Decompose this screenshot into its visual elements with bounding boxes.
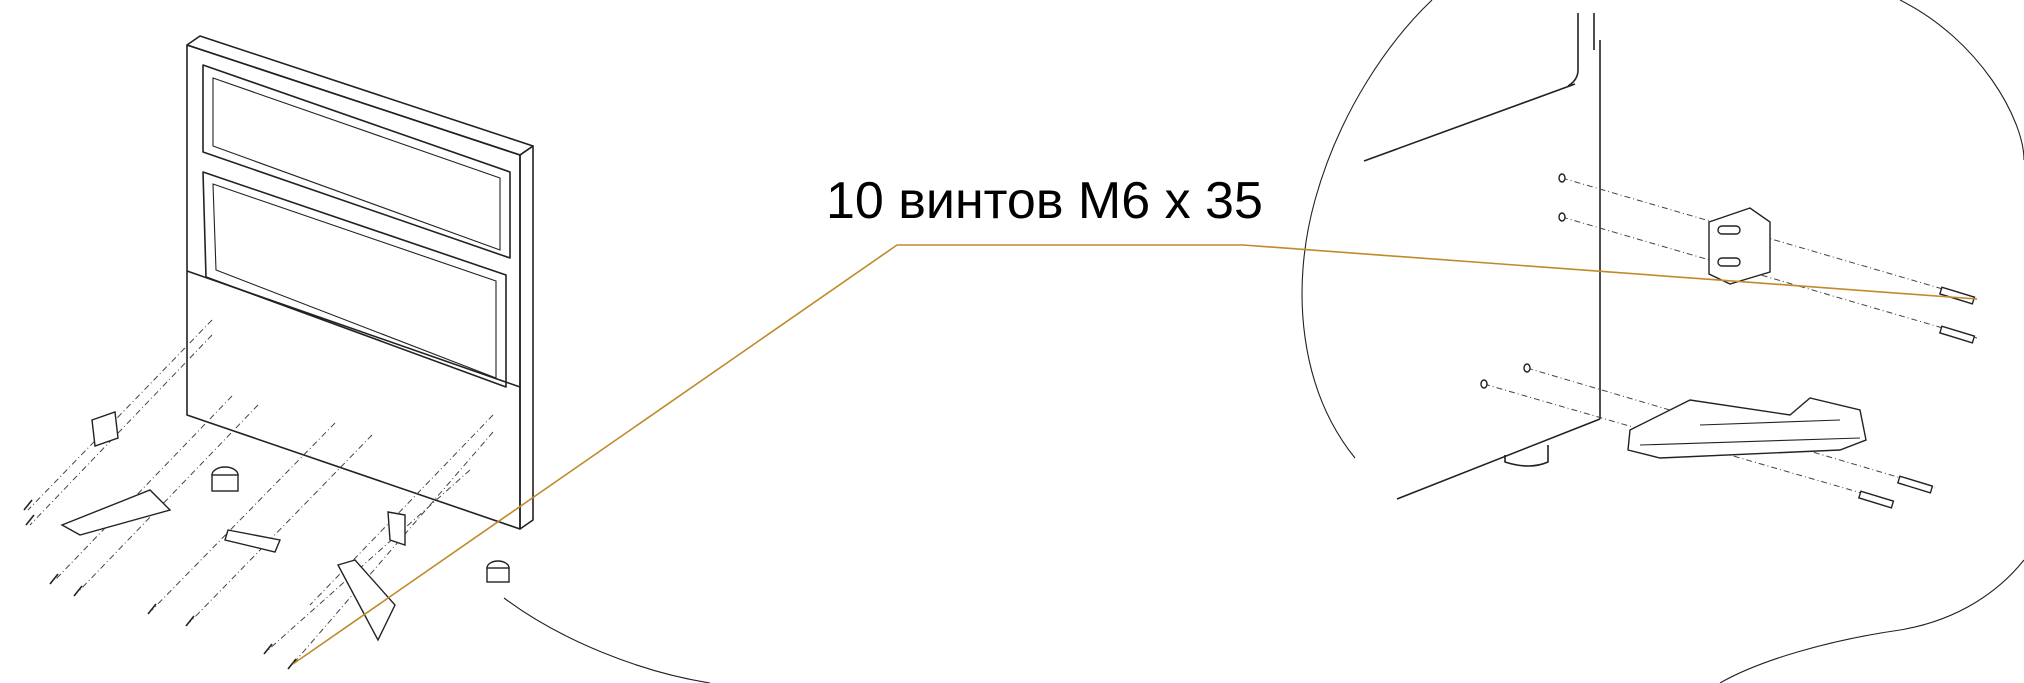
- headboard: [186, 35, 534, 530]
- callout-line: [292, 244, 1978, 665]
- hardware-left: [23, 319, 510, 670]
- detail-view: [1363, 13, 1978, 509]
- detail-outline: [503, 0, 2024, 683]
- screw-label: 10 винтов M6 x 35: [826, 172, 1263, 230]
